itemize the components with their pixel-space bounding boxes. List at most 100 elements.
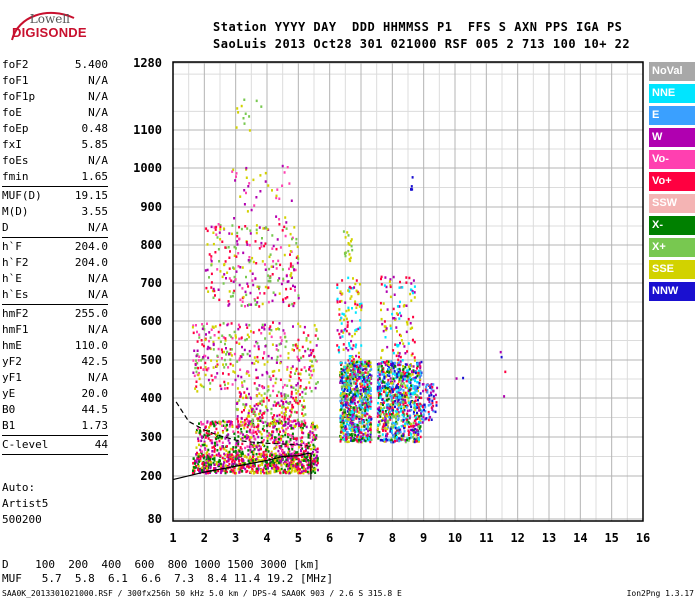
echo-point <box>251 469 254 472</box>
echo-point <box>299 452 301 456</box>
echo-point <box>385 285 388 289</box>
echo-point <box>207 459 210 462</box>
echo-point <box>233 330 236 334</box>
echo-point <box>396 393 398 397</box>
echo-point <box>284 453 287 457</box>
echo-point <box>267 466 269 469</box>
echo-point <box>226 271 229 274</box>
echo-point <box>256 296 259 299</box>
echo-point <box>279 468 282 472</box>
echo-point <box>360 389 363 392</box>
echo-point <box>368 435 371 439</box>
echo-point <box>237 374 240 378</box>
y-tick-label: 1000 <box>133 161 162 175</box>
echo-point <box>378 386 381 390</box>
echo-point <box>378 423 381 426</box>
echo-point <box>408 416 411 420</box>
echo-point <box>247 464 250 467</box>
echo-point <box>348 362 351 365</box>
echo-point <box>300 463 303 466</box>
echo-point <box>297 296 300 300</box>
param-separator <box>2 237 108 238</box>
echo-point <box>286 384 289 387</box>
echo-point <box>300 420 303 423</box>
echo-point <box>355 354 358 358</box>
echo-point <box>227 366 230 369</box>
param-value: N/A <box>88 106 108 119</box>
echo-point <box>282 471 285 474</box>
echo-point <box>242 466 245 469</box>
echo-point <box>211 441 214 445</box>
echo-point <box>255 340 258 344</box>
echo-point <box>207 466 210 469</box>
echo-point <box>402 434 405 437</box>
echo-point <box>291 420 294 423</box>
echo-point <box>278 438 280 441</box>
echo-point <box>273 470 276 474</box>
echo-point <box>293 226 296 229</box>
echo-point <box>233 275 236 279</box>
echo-point <box>368 419 371 422</box>
echo-point <box>210 374 213 377</box>
echo-point <box>406 438 408 442</box>
echo-point <box>355 427 358 431</box>
echo-point <box>206 420 209 423</box>
echo-point <box>345 435 348 439</box>
echo-point <box>381 398 384 401</box>
echo-point <box>351 355 354 359</box>
echo-point <box>243 98 246 101</box>
echo-point <box>354 382 357 385</box>
echo-point <box>360 431 363 434</box>
echo-point <box>246 333 249 337</box>
echo-point <box>394 431 397 435</box>
echo-point <box>352 413 354 416</box>
echo-point <box>405 395 408 399</box>
echo-point <box>284 216 287 219</box>
echo-point <box>398 428 401 432</box>
echo-point <box>354 302 357 306</box>
echo-point <box>305 386 308 389</box>
echo-point <box>344 236 347 239</box>
echo-point <box>348 332 351 336</box>
echo-point <box>204 366 207 369</box>
echo-point <box>268 255 271 259</box>
echo-point <box>278 343 281 346</box>
echo-point <box>248 436 251 439</box>
echo-point <box>369 405 372 409</box>
echo-point <box>396 439 399 442</box>
echo-point <box>284 393 287 397</box>
echo-point <box>214 431 216 434</box>
echo-point <box>360 382 363 386</box>
echo-point <box>294 285 296 289</box>
echo-point <box>419 402 422 406</box>
echo-point <box>431 408 434 411</box>
echo-point <box>389 406 392 409</box>
echo-point <box>251 418 254 421</box>
echo-point <box>225 435 228 439</box>
echo-point <box>347 440 350 443</box>
echo-point <box>253 404 256 408</box>
echo-point <box>412 315 415 319</box>
echo-point <box>241 462 244 466</box>
echo-point <box>223 458 226 462</box>
echo-point <box>219 462 222 466</box>
echo-point <box>235 126 238 129</box>
echo-point <box>217 452 220 455</box>
echo-point <box>219 340 222 343</box>
echo-point <box>257 403 260 407</box>
echo-point <box>305 337 308 340</box>
echo-point <box>280 411 283 414</box>
echo-point <box>405 369 408 372</box>
echo-point <box>301 431 304 434</box>
axis-tick-labels: 1 2 3 4 5 6 7 8 9 10 11 12 13 14 15 1680200300400500600… <box>133 56 650 545</box>
echo-point <box>357 373 360 377</box>
echo-point <box>340 361 343 365</box>
echo-point <box>403 391 405 395</box>
echo-point <box>212 231 215 234</box>
echo-point <box>266 437 269 440</box>
echo-point <box>264 242 267 245</box>
echo-point <box>416 413 419 416</box>
echo-point <box>207 457 210 460</box>
echo-point <box>280 445 283 448</box>
echo-point <box>233 289 236 293</box>
